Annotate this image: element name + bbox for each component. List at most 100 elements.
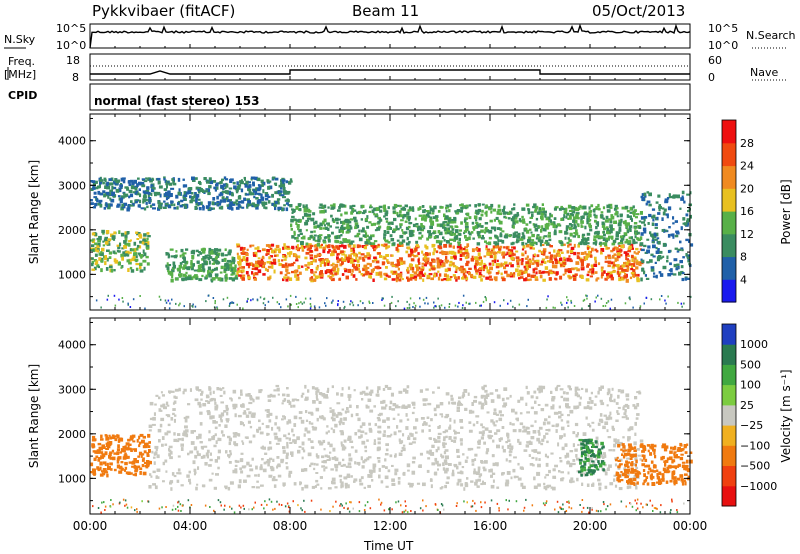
- data-cell: [656, 216, 659, 220]
- data-cell: [575, 434, 579, 438]
- data-cell: [433, 265, 436, 268]
- data-cell: [226, 419, 229, 423]
- data-cell: [490, 203, 494, 208]
- data-cell: [196, 483, 199, 486]
- data-cell: [441, 252, 446, 256]
- freq-label-line1: Freq.: [8, 55, 36, 68]
- data-cell: [102, 190, 106, 194]
- data-cell: [577, 244, 580, 248]
- data-cell: [338, 244, 342, 248]
- data-cell: [104, 241, 109, 245]
- data-cell: [326, 459, 331, 461]
- data-cell: [609, 399, 614, 403]
- data-cell: [108, 265, 113, 269]
- data-cell: [153, 187, 156, 190]
- data-cell: [534, 260, 538, 263]
- data-cell: [647, 222, 650, 225]
- data-cell: [690, 295, 692, 298]
- data-cell: [395, 225, 398, 229]
- data-cell: [238, 269, 242, 273]
- data-cell: [441, 260, 444, 263]
- data-cell: [456, 431, 460, 434]
- data-cell: [617, 389, 621, 393]
- data-cell: [343, 477, 348, 480]
- data-cell: [92, 435, 96, 439]
- data-cell: [207, 192, 211, 196]
- data-cell: [397, 477, 401, 480]
- data-cell: [547, 484, 552, 487]
- data-cell: [607, 230, 612, 235]
- data-cell: [449, 238, 454, 241]
- data-cell: [183, 191, 187, 195]
- data-cell: [219, 271, 223, 274]
- data-cell: [351, 301, 354, 304]
- data-cell: [149, 473, 152, 476]
- data-cell: [309, 297, 312, 300]
- data-cell: [249, 397, 254, 401]
- data-cell: [238, 274, 242, 277]
- data-cell: [325, 258, 329, 261]
- data-cell: [247, 264, 251, 269]
- data-cell: [207, 410, 211, 414]
- data-cell: [229, 452, 232, 456]
- data-cell: [612, 449, 616, 452]
- data-cell: [581, 238, 584, 243]
- data-cell: [555, 423, 560, 427]
- data-cell: [652, 214, 656, 219]
- data-cell: [582, 237, 587, 241]
- data-cell: [624, 409, 627, 413]
- data-cell: [134, 258, 139, 262]
- data-cell: [683, 200, 686, 204]
- data-cell: [365, 270, 370, 275]
- data-cell: [314, 426, 318, 430]
- data-cell: [643, 218, 646, 222]
- data-cell: [544, 213, 547, 218]
- data-cell: [534, 209, 537, 213]
- data-cell: [355, 413, 359, 417]
- data-cell: [550, 486, 553, 489]
- data-cell: [327, 441, 330, 445]
- data-cell: [391, 408, 396, 411]
- data-cell: [330, 253, 333, 257]
- data-cell: [362, 256, 365, 261]
- data-cell: [437, 386, 440, 389]
- data-cell: [526, 441, 530, 444]
- data-cell: [502, 255, 505, 259]
- data-cell: [558, 240, 563, 243]
- data-cell: [284, 273, 288, 276]
- data-cell: [357, 417, 361, 422]
- data-cell: [564, 268, 569, 273]
- data-cell: [350, 413, 354, 418]
- data-cell: [377, 418, 381, 422]
- data-cell: [199, 264, 202, 267]
- data-cell: [201, 268, 206, 272]
- data-cell: [134, 192, 138, 195]
- data-cell: [305, 204, 308, 208]
- data-cell: [628, 296, 631, 299]
- data-cell: [527, 298, 529, 301]
- data-cell: [390, 301, 393, 304]
- data-cell: [216, 307, 219, 310]
- data-cell: [510, 445, 514, 449]
- data-cell: [338, 422, 342, 426]
- data-cell: [501, 445, 504, 449]
- data-cell: [337, 252, 340, 256]
- data-cell: [576, 252, 580, 255]
- data-cell: [313, 230, 316, 233]
- data-cell: [148, 441, 151, 444]
- data-cell: [290, 228, 293, 231]
- data-cell: [593, 238, 597, 242]
- data-cell: [538, 426, 543, 430]
- data-cell: [540, 216, 544, 221]
- data-cell: [97, 457, 102, 460]
- data-cell: [190, 260, 193, 264]
- data-cell: [195, 200, 198, 204]
- data-cell: [286, 444, 289, 449]
- data-cell: [122, 456, 127, 460]
- data-cell: [443, 273, 447, 278]
- data-cell: [232, 301, 235, 304]
- data-cell: [263, 298, 265, 301]
- data-cell: [533, 260, 536, 264]
- data-cell: [613, 443, 617, 448]
- data-cell: [596, 234, 600, 239]
